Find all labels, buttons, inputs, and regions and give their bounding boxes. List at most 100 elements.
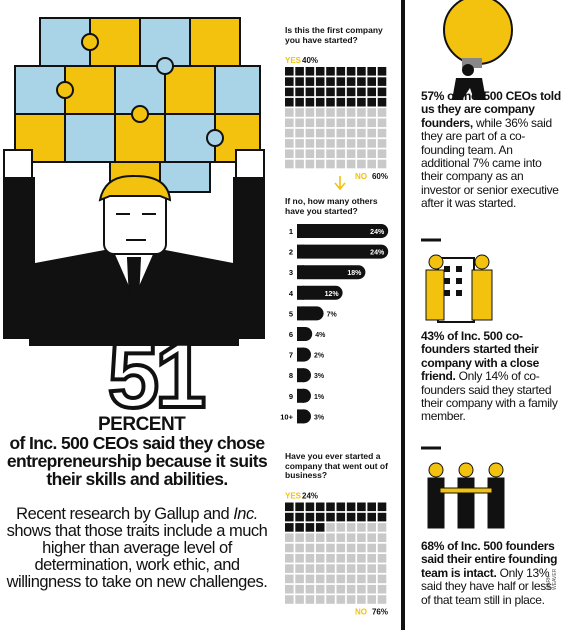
waffle-cell (357, 118, 366, 128)
waffle-cell (295, 543, 304, 553)
waffle-cell (305, 512, 315, 522)
bar-base (297, 224, 304, 238)
bar-base (297, 368, 304, 383)
waffle-cell (336, 118, 346, 128)
waffle-cell (357, 574, 366, 584)
waffle-cell (377, 97, 387, 107)
waffle-cell (326, 149, 335, 158)
waffle-cell (305, 118, 315, 128)
waffle-cell (295, 87, 304, 97)
waffle-cell (367, 128, 376, 138)
headline-statement: of Inc. 500 CEOs said they chose entrepr… (6, 433, 268, 489)
waffle-cell (295, 77, 304, 86)
waffle-cell (315, 584, 325, 594)
waffle-cell (305, 128, 315, 138)
waffle-cell (295, 139, 304, 148)
cofounders-icon (425, 254, 493, 323)
waffle-cell (326, 108, 335, 117)
waffle-cell (285, 574, 294, 584)
waffle-cell (326, 128, 335, 138)
category-label: NO (355, 608, 367, 617)
waffle-cell (315, 543, 325, 553)
waffle-cell (377, 67, 387, 76)
waffle-cell (377, 139, 387, 148)
text: Only 13% said they have half or less of … (421, 565, 552, 607)
text: Recent research by Gallup and (16, 505, 234, 523)
waffle-cell (367, 584, 376, 594)
waffle-cell (305, 97, 315, 107)
waffle-cell (295, 584, 304, 594)
waffle-cell (285, 139, 294, 148)
waffle-cell (357, 543, 366, 553)
waffle-cell (315, 139, 325, 148)
waffle-cell (326, 574, 335, 584)
body-text: Recent research by Gallup and Inc. shows… (4, 506, 270, 591)
waffle-cell (315, 502, 325, 512)
category-label: 3 (289, 268, 293, 277)
waffle-cell (285, 554, 294, 563)
waffle-cell (295, 118, 304, 128)
puzzle-illustration (14, 17, 261, 193)
waffle-cell (336, 595, 346, 604)
waffle-cell (315, 108, 325, 117)
waffle-cell (357, 87, 366, 97)
waffle-cell (326, 554, 335, 563)
waffle-cell (315, 97, 325, 107)
waffle-cell (346, 523, 356, 532)
waffle-cell (367, 523, 376, 532)
text: while 36% said they are part of a co-fou… (421, 115, 559, 211)
waffle-cell (295, 595, 304, 604)
bar-base (297, 327, 304, 341)
waffle-cell (357, 584, 366, 594)
waffle-cell (285, 77, 294, 86)
waffle-cell (305, 77, 315, 86)
category-label: 4 (289, 289, 294, 298)
waffle-cell (326, 523, 335, 532)
waffle-cell (367, 574, 376, 584)
waffle-cell (367, 533, 376, 542)
credit: MARK WEAVER (546, 568, 558, 590)
waffle-cell (336, 523, 346, 532)
waffle-cell (357, 159, 366, 169)
waffle-cell (367, 139, 376, 148)
arrow (334, 176, 346, 191)
bar-base (297, 306, 304, 321)
waffle-cell (295, 574, 304, 584)
waffle-cell (315, 128, 325, 138)
waffle-cell (295, 502, 304, 512)
waffle-cell (305, 523, 315, 532)
waffle-cell (367, 77, 376, 86)
waffle-cell (285, 533, 294, 542)
bold-text: 57% of Inc. 500 CEOs told us they are co… (421, 89, 561, 130)
waffle-cell (295, 554, 304, 563)
waffle-cell (336, 543, 346, 553)
waffle-cell (305, 149, 315, 158)
text: Inc. (233, 505, 258, 523)
waffle-cell (295, 533, 304, 542)
waffle-cell (326, 584, 335, 594)
waffle-cell (285, 523, 294, 532)
waffle-cell (377, 543, 387, 553)
waffle-cell (367, 159, 376, 169)
waffle-cell (346, 149, 356, 158)
waffle-cell (305, 595, 315, 604)
waffle-cell (315, 67, 325, 76)
waffle-cell (357, 533, 366, 542)
waffle-cell (305, 159, 315, 169)
waffle-cell (305, 533, 315, 542)
waffle-cell (377, 77, 387, 86)
waffle-cell (285, 118, 294, 128)
category-label: YES (285, 492, 302, 501)
waffle-cell (346, 502, 356, 512)
waffle-cell (326, 512, 335, 522)
waffle-cell (295, 149, 304, 158)
waffle-cell (305, 108, 315, 117)
waffle-cell (377, 118, 387, 128)
waffle-cell (377, 108, 387, 117)
category-label: 2 (289, 248, 293, 257)
waffle-cell (315, 159, 325, 169)
waffle-cell (357, 564, 366, 573)
value-label: 3% (314, 373, 325, 380)
waffle-cell (377, 584, 387, 594)
chart-title: Is this the first company you have start… (285, 25, 383, 45)
